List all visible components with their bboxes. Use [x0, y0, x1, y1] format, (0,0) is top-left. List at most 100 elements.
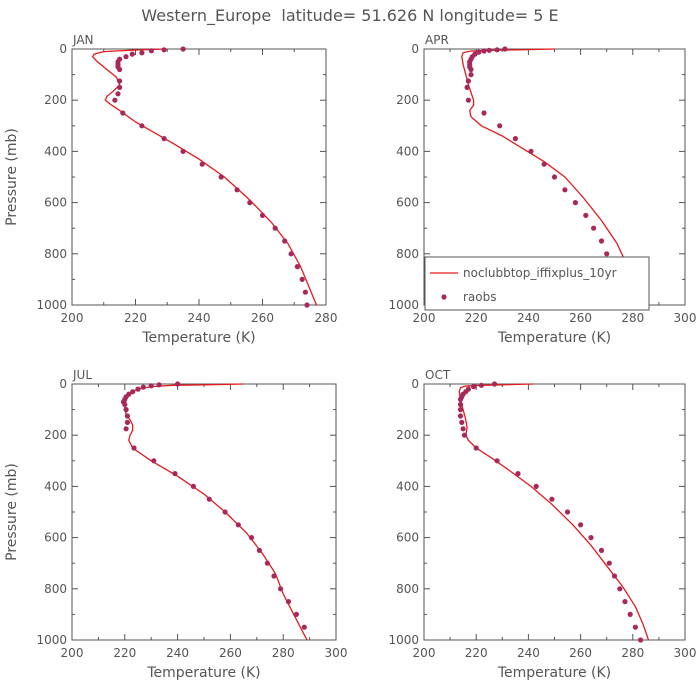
panel-title: JUL [72, 368, 92, 382]
raobs-point [123, 426, 129, 432]
x-tick-label: 280 [621, 646, 644, 660]
raobs-point [117, 78, 123, 84]
raobs-point [457, 396, 464, 402]
raobs-point [161, 136, 167, 142]
legend-box [424, 256, 650, 311]
raobs-point [112, 97, 118, 103]
model-profile-line [124, 383, 308, 641]
raobs-point [122, 401, 128, 408]
raobs-point [549, 496, 555, 502]
x-tick-label: 220 [465, 646, 488, 660]
raobs-point [497, 123, 503, 129]
panel-apr: 200 220 240 260 280 300 0 200 400 600 800 1000 APR Te… [388, 33, 696, 346]
model-profile-line [91, 48, 318, 306]
x-tick-label: 200 [61, 311, 84, 325]
panel-jan: 200 220 240 260 280 0 200 400 600 800 1000 JAN Tempe… [4, 33, 337, 346]
raobs-point [598, 238, 605, 244]
raobs-point [486, 47, 492, 53]
y-tick-label: 1000 [36, 298, 67, 312]
raobs-point [247, 200, 253, 206]
y-tick-label: 200 [396, 93, 419, 107]
raobs-point [468, 72, 474, 78]
raobs-point [468, 66, 474, 73]
raobs-point [515, 471, 521, 477]
raobs-point [235, 522, 241, 528]
raobs-point [117, 66, 123, 73]
y-tick-label: 0 [59, 377, 67, 391]
raobs-point [151, 458, 157, 464]
y-tick-label: 800 [44, 582, 67, 596]
raobs-point [622, 599, 628, 605]
y-tick-label: 800 [396, 247, 419, 261]
raobs-point [588, 535, 594, 541]
model-profile-line [461, 48, 640, 306]
raobs-point [617, 586, 623, 592]
raobs-point [494, 47, 500, 53]
raobs-point [148, 383, 154, 389]
raobs-point [172, 471, 178, 477]
raobs-point [457, 413, 464, 419]
raobs-point [139, 50, 145, 56]
raobs-point [123, 54, 129, 60]
x-axis-label: Temperature (K) [497, 330, 611, 346]
raobs-point [476, 49, 482, 55]
raobs-point [117, 84, 123, 90]
x-tick-label: 220 [113, 646, 136, 660]
raobs-point [148, 48, 154, 54]
raobs-point [465, 97, 471, 103]
raobs-point [460, 426, 466, 432]
legend-dot-swatch [441, 294, 447, 300]
figure-title: Western_Europe latitude= 51.626 N longit… [141, 6, 558, 26]
y-tick-label: 0 [411, 42, 419, 56]
raobs-point [457, 407, 464, 413]
raobs-point [156, 382, 162, 388]
y-tick-label: 1000 [388, 298, 419, 312]
raobs-point [572, 200, 579, 206]
raobs-point [301, 624, 307, 630]
raobs-point [123, 407, 129, 413]
raobs-point [627, 611, 633, 618]
raobs-point [502, 46, 508, 52]
panel-title: OCT [425, 368, 451, 382]
x-tick-label: 240 [166, 646, 189, 660]
legend-model-label: noclubbtop_iffixplus_10yr [463, 266, 617, 280]
panel-jul: 200 220 240 260 280 300 0 200 400 600 800 1000 JUL Te… [4, 368, 347, 681]
raobs-point [124, 413, 130, 419]
raobs-point [190, 483, 196, 489]
raobs-point [218, 174, 224, 180]
raobs-point [199, 161, 205, 167]
raobs-point [139, 123, 145, 129]
y-tick-label: 200 [44, 93, 67, 107]
raobs-point [285, 599, 292, 605]
y-tick-label: 400 [44, 479, 67, 493]
y-tick-label: 1000 [388, 633, 419, 647]
raobs-point [248, 535, 255, 541]
raobs-point [491, 381, 498, 387]
legend-obs-label: raobs [463, 290, 497, 304]
raobs-point [598, 547, 605, 554]
raobs-point [282, 238, 288, 244]
plot-frame [71, 48, 327, 306]
raobs-point [288, 251, 294, 257]
raobs-point [604, 251, 610, 257]
raobs-point [180, 148, 186, 154]
y-tick-label: 600 [44, 531, 67, 545]
raobs-point [528, 148, 534, 154]
x-tick-label: 240 [188, 311, 211, 325]
raobs-point [222, 509, 228, 515]
y-tick-label: 800 [44, 247, 67, 261]
x-tick-label: 280 [272, 646, 295, 660]
raobs-point [457, 401, 464, 408]
raobs-point [293, 611, 299, 618]
raobs-point [294, 264, 300, 270]
raobs-point [481, 110, 487, 116]
raobs-point [494, 458, 500, 464]
raobs-point [259, 212, 266, 218]
x-tick-label: 300 [674, 311, 697, 325]
y-tick-label: 400 [396, 479, 419, 493]
y-tick-label: 600 [44, 196, 67, 210]
x-tick-label: 300 [674, 646, 697, 660]
x-tick-label: 260 [569, 646, 592, 660]
x-tick-label: 260 [251, 311, 274, 325]
